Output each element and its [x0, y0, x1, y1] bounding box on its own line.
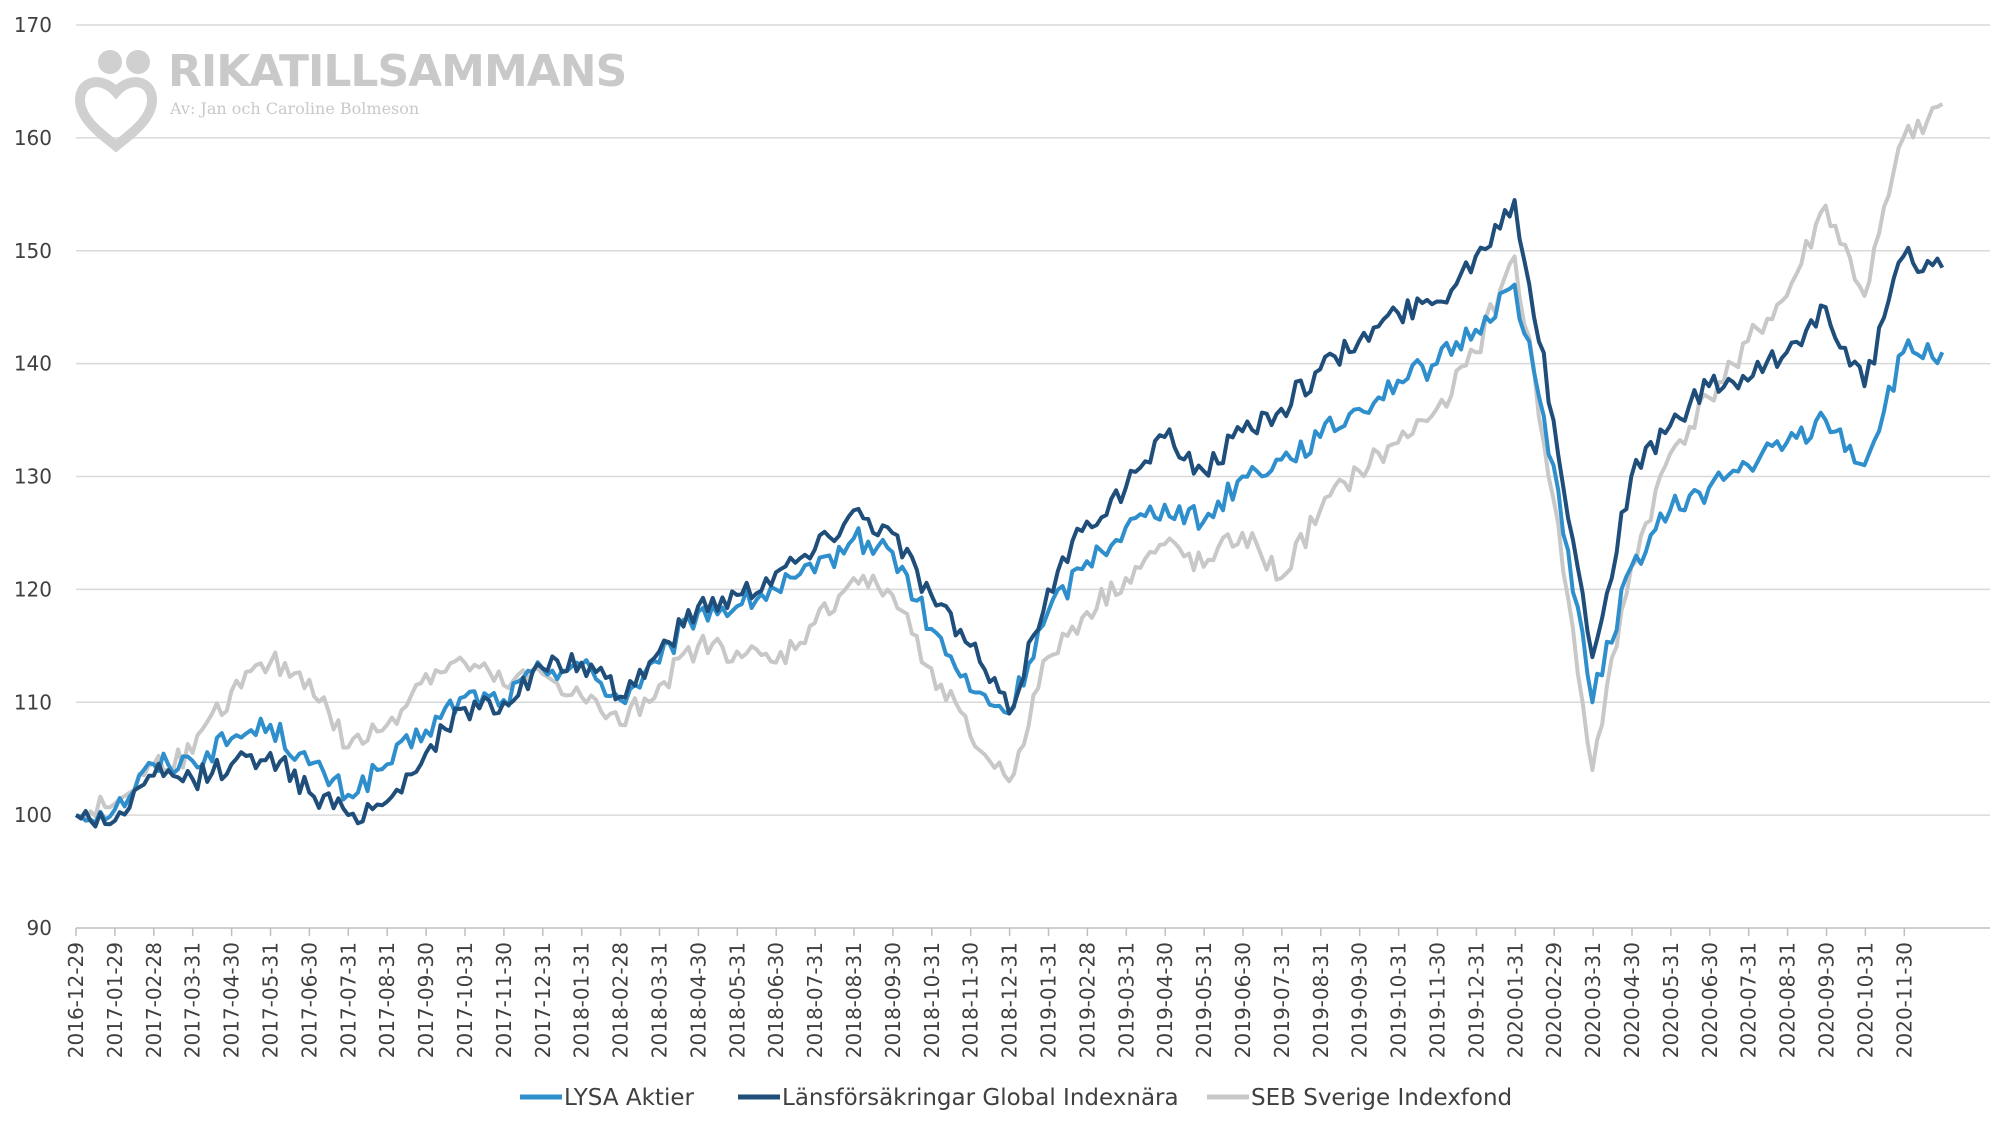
x-tick-label: 2019-02-28: [1075, 942, 1099, 1058]
y-tick-label: 150: [14, 239, 52, 263]
legend: LYSA Aktier Länsförsäkringar Global Index…: [520, 1085, 1512, 1111]
x-tick-label: 2019-07-31: [1270, 942, 1294, 1058]
x-tick-label: 2019-09-30: [1348, 942, 1372, 1058]
x-tick-label: 2017-09-30: [414, 942, 438, 1058]
x-tick-label: 2018-05-31: [725, 942, 749, 1058]
x-tick-label: 2019-10-31: [1387, 942, 1411, 1058]
x-tick-label: 2020-09-30: [1815, 942, 1839, 1058]
x-tick-label: 2018-11-30: [959, 942, 983, 1058]
x-tick-label: 2020-01-31: [1503, 942, 1527, 1058]
x-tick-label: 2018-01-31: [570, 942, 594, 1058]
x-tick-label: 2019-12-31: [1464, 942, 1488, 1058]
x-tick-label: 2017-12-31: [531, 942, 555, 1058]
x-tick-label: 2017-03-31: [181, 942, 205, 1058]
x-tick-label: 2019-08-31: [1309, 942, 1333, 1058]
x-tick-label: 2017-02-28: [142, 942, 166, 1058]
watermark-subtitle: Av: Jan och Caroline Bolmeson: [169, 99, 419, 118]
x-tick-label: 2017-11-30: [492, 942, 516, 1058]
x-tick-label: 2018-04-30: [686, 942, 710, 1058]
x-tick-label: 2018-03-31: [648, 942, 672, 1058]
legend-item: SEB Sverige Indexfond: [1207, 1085, 1512, 1111]
x-tick-label: 2017-08-31: [375, 942, 399, 1058]
axes: 90 100 110 120 130 140 150 160 170 2016-12-29 2017…: [14, 13, 1990, 1058]
x-tick-label: 2018-06-30: [764, 942, 788, 1058]
legend-item: Länsförsäkringar Global Indexnära: [738, 1085, 1179, 1111]
x-tick-label: 2020-02-29: [1542, 942, 1566, 1058]
x-tick-label: 2020-04-30: [1620, 942, 1644, 1058]
x-tick-label: 2020-07-31: [1737, 942, 1761, 1058]
x-tick-label: 2018-07-31: [803, 942, 827, 1058]
watermark-title: RIKATILLSAMMANS: [168, 46, 626, 97]
x-tick-label: 2020-10-31: [1853, 942, 1877, 1058]
watermark-logo: RIKATILLSAMMANS Av: Jan och Caroline Bol…: [74, 46, 627, 153]
x-tick-label: 2017-01-29: [103, 942, 127, 1058]
y-tick-label: 110: [14, 690, 52, 714]
x-tick-label: 2020-05-31: [1659, 942, 1683, 1058]
x-tick-label: 2018-08-31: [842, 942, 866, 1058]
y-tick-label: 100: [14, 803, 52, 827]
x-tick-label: 2018-02-28: [609, 942, 633, 1058]
x-tick-label: 2017-07-31: [336, 942, 360, 1058]
y-tick-label: 140: [14, 352, 52, 376]
x-tick-label: 2020-11-30: [1892, 942, 1916, 1058]
x-tick-label: 2019-03-31: [1114, 942, 1138, 1058]
legend-item: LYSA Aktier: [520, 1085, 694, 1111]
gridlines: [76, 24, 1990, 816]
x-tick-label: 2018-12-31: [998, 942, 1022, 1058]
x-tick-label: 2019-01-31: [1037, 942, 1061, 1058]
hearts-logo-icon: [74, 50, 158, 153]
x-tick-label: 2019-06-30: [1231, 942, 1255, 1058]
y-tick-label: 130: [14, 465, 52, 489]
x-tick-label: 2020-06-30: [1698, 942, 1722, 1058]
series-lines: [74, 102, 1945, 829]
x-tick-label: 2018-10-31: [920, 942, 944, 1058]
x-tick-label: 2018-09-30: [881, 942, 905, 1058]
y-tick-label: 170: [14, 13, 52, 37]
y-tick-label: 90: [27, 916, 52, 940]
x-tick-label: 2020-03-31: [1581, 942, 1605, 1058]
series-line-1: [75, 282, 1945, 825]
x-tick-label: 2019-11-30: [1426, 942, 1450, 1058]
x-tick-label: 2017-04-30: [220, 942, 244, 1058]
legend-label: SEB Sverige Indexfond: [1251, 1085, 1512, 1111]
x-tick-label: 2017-10-31: [453, 942, 477, 1058]
x-tick-label: 2017-05-31: [259, 942, 283, 1058]
legend-label: LYSA Aktier: [564, 1085, 694, 1111]
y-tick-label: 160: [14, 126, 52, 150]
x-tick-label: 2017-06-30: [297, 942, 321, 1058]
series-line-2: [74, 198, 1945, 829]
x-tick-label: 2020-08-31: [1776, 942, 1800, 1058]
x-tick-label: 2016-12-29: [64, 942, 88, 1058]
legend-label: Länsförsäkringar Global Indexnära: [782, 1085, 1179, 1111]
x-tick-label: 2019-04-30: [1153, 942, 1177, 1058]
x-tick-label: 2019-05-31: [1192, 942, 1216, 1058]
y-tick-label: 120: [14, 577, 52, 601]
